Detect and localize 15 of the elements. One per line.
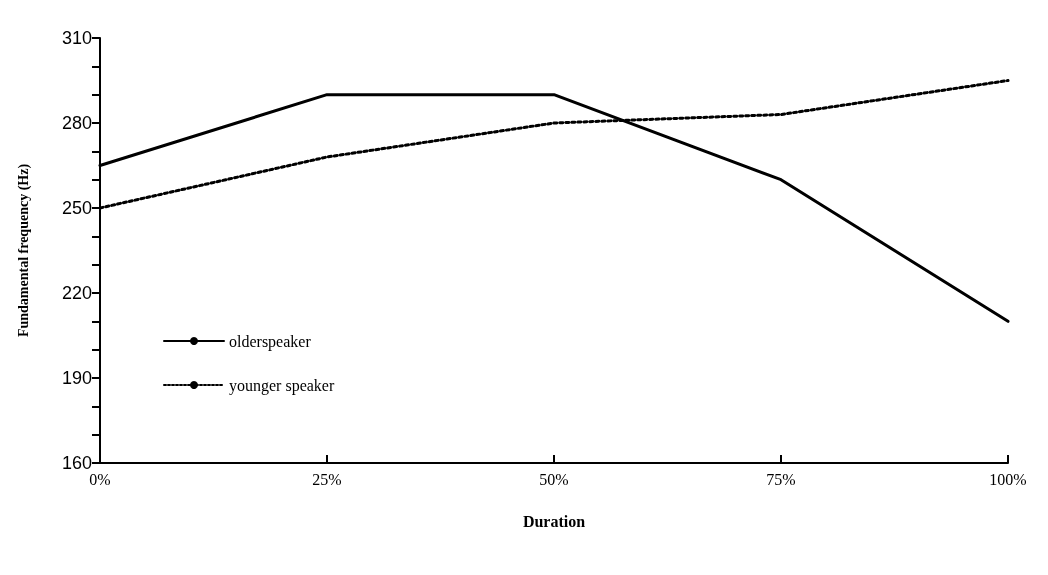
legend-label: olderspeaker [229, 332, 312, 351]
x-tick-label: 0% [89, 470, 111, 488]
x-tick-label: 50% [539, 470, 569, 488]
legend-label: younger speaker [229, 376, 335, 395]
x-axis-title: Duration [522, 512, 586, 530]
y-tick-label: 280 [61, 113, 92, 133]
y-tick-label: 190 [61, 368, 92, 388]
x-tick-label: 100% [989, 470, 1027, 488]
y-tick-label: 220 [61, 283, 92, 303]
y-tick-label: 310 [61, 28, 92, 48]
y-tick-label: 250 [61, 198, 92, 218]
x-tick-label: 25% [312, 470, 342, 488]
y-axis-title: Fundamental frequency (Hz) [15, 163, 32, 338]
y-tick-label: 160 [61, 453, 92, 473]
x-tick-label: 75% [766, 470, 796, 488]
